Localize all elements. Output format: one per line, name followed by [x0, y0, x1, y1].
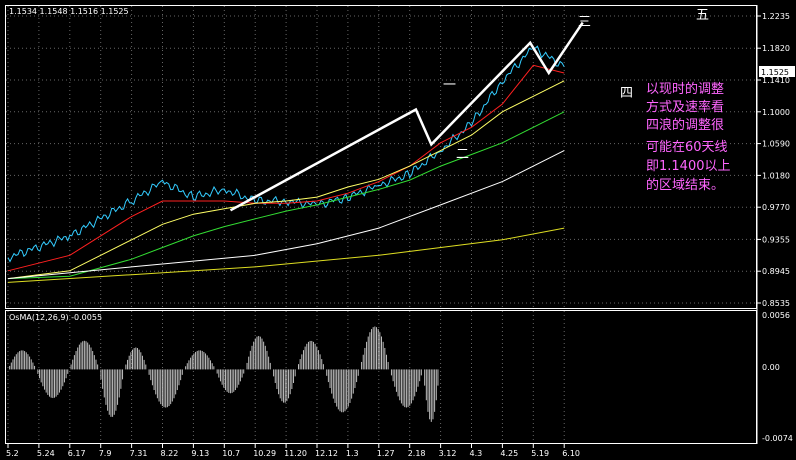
annotation-text: 以现时的调整 方式及速率看 四浪的调整很 可能在60天线 即1.1400以上 的…	[646, 81, 731, 193]
ma-olive-line	[7, 227, 565, 283]
time-tick-label: 7.31	[130, 449, 148, 458]
price-axis: 1.2235 1.1820 1.1410 1.1000 1.0590 1.0180 0.97…	[757, 12, 790, 308]
wave-label-2: 二	[456, 147, 469, 162]
annotation-line-1: 以现时的调整	[646, 81, 724, 97]
time-tick-label: 12.12	[315, 449, 338, 458]
time-tick-label: 9.13	[191, 449, 209, 458]
price-tick-label: 0.8535	[762, 299, 790, 308]
annotation-line-6: 的区域结束。	[646, 177, 724, 193]
osma-axis-zero: 0.00	[762, 363, 780, 372]
osma-histogram	[9, 326, 439, 422]
wave-label-4: 四	[620, 86, 633, 101]
last-price-value: 1.1525	[761, 68, 789, 77]
time-tick-label: 11.20	[284, 449, 307, 458]
ma-red-line	[7, 64, 565, 272]
price-tick-label: 1.1410	[762, 76, 790, 85]
ma-white-line	[7, 150, 565, 280]
ohlc-readout: 1.1534 1.1548 1.1516 1.1525	[9, 7, 129, 16]
annotation-line-3: 四浪的调整很	[646, 117, 724, 133]
grid	[6, 6, 756, 443]
time-tick-label: 5.2	[6, 449, 19, 458]
time-axis: 5.2 5.24 6.17 7.9 7.31 8.22 9.13 10.7 10.29 11.20…	[6, 444, 580, 458]
wave-label-3: 三	[578, 15, 591, 30]
time-tick-label: 10.29	[253, 449, 276, 458]
time-tick-label: 1.3	[346, 449, 359, 458]
time-tick-label: 6.17	[68, 449, 86, 458]
time-tick-label: 4.3	[470, 449, 483, 458]
annotation-line-4: 可能在60天线	[646, 140, 728, 155]
time-tick-label: 4.25	[500, 449, 518, 458]
annotation-line-2: 方式及速率看	[646, 99, 724, 115]
ma-yellow-line	[7, 80, 565, 280]
time-tick-label: 2.18	[408, 449, 426, 458]
time-tick-label: 5.19	[531, 449, 549, 458]
series-layer	[7, 21, 584, 283]
indicator-pane-frame	[5, 310, 757, 444]
wave-count-line	[229, 21, 584, 212]
time-tick-label: 6.10	[562, 449, 580, 458]
price-line	[7, 45, 565, 263]
ma-green-line	[7, 111, 565, 280]
price-tick-label: 0.9770	[762, 203, 790, 212]
price-tick-label: 0.9355	[762, 235, 790, 244]
price-tick-label: 1.0180	[762, 171, 790, 180]
wave-label-1: 一	[443, 78, 456, 93]
price-tick-label: 1.1820	[762, 44, 790, 53]
price-tick-label: 0.8945	[762, 267, 790, 276]
price-tick-label: 1.2235	[762, 12, 790, 21]
time-tick-label: 8.22	[161, 449, 179, 458]
last-price-tag	[759, 66, 795, 77]
annotation-line-5: 即1.1400以上	[646, 159, 731, 174]
price-tick-label: 1.0590	[762, 140, 790, 149]
price-tick-label: 1.1000	[762, 108, 790, 117]
time-tick-label: 5.24	[37, 449, 55, 458]
osma-axis-bottom: -0.0074	[762, 434, 793, 443]
time-tick-label: 3.12	[439, 449, 457, 458]
wave-label-5: 五	[696, 8, 709, 23]
osma-axis-top: 0.0056	[762, 311, 790, 320]
time-tick-label: 10.7	[222, 449, 240, 458]
indicator-title: OsMA(12,26,9) -0.0055	[9, 313, 102, 322]
time-tick-label: 7.9	[99, 449, 112, 458]
time-tick-label: 1.27	[377, 449, 395, 458]
